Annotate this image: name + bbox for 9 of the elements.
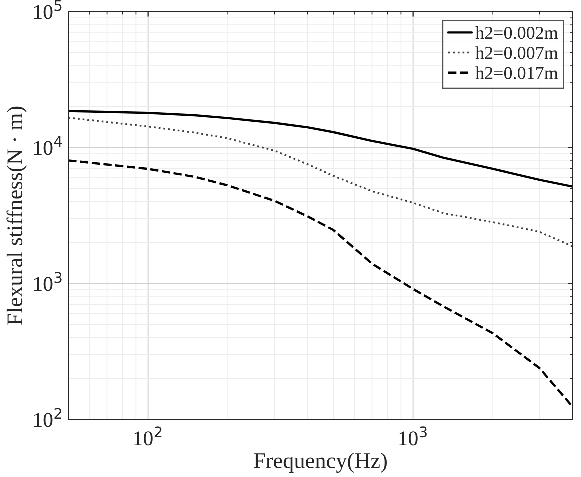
y-axis-title: Flexural stiffness(N · m) — [6, 106, 28, 326]
legend-label: h2=0.017m — [476, 66, 558, 80]
y-tick-label: 10$^{5}$ — [34, 0, 62, 20]
y-tick-label: 10$^{2}$ — [34, 408, 62, 428]
y-tick-label: 10$^{3}$ — [34, 272, 62, 292]
legend-label: h2=0.002m — [476, 26, 558, 40]
x-axis-title: Frequency(Hz) — [254, 452, 387, 474]
y-tick-label: 10$^{4}$ — [34, 136, 62, 156]
legend-label: h2=0.007m — [476, 46, 558, 60]
